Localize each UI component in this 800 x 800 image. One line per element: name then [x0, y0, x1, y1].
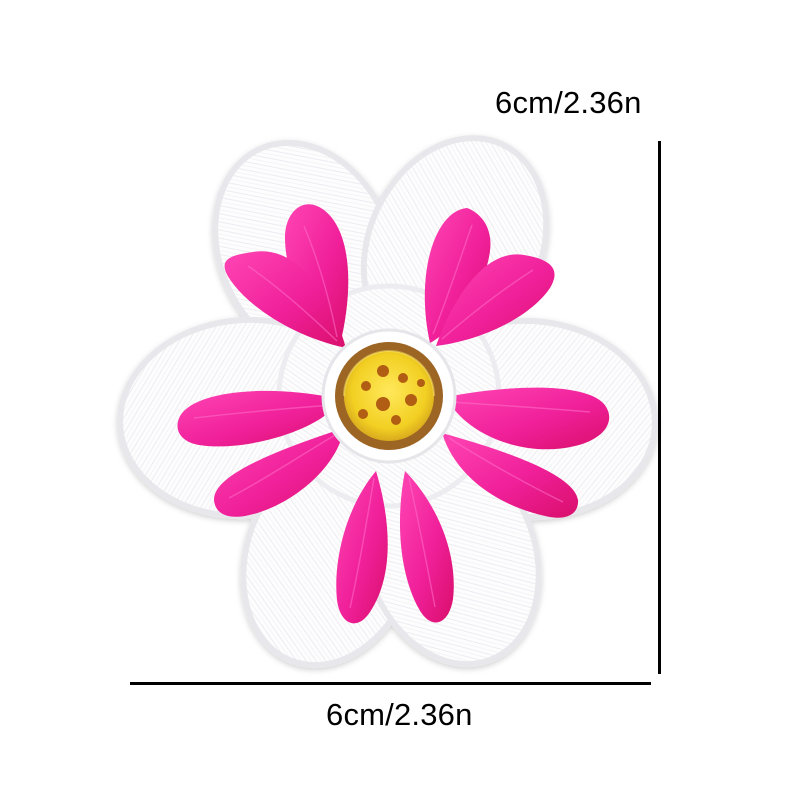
width-dimension-label: 6cm/2.36n — [326, 697, 473, 732]
flower-center — [321, 328, 457, 464]
petal-stitch-lines — [193, 224, 591, 609]
height-dimension-label: 6cm/2.36n — [495, 85, 642, 120]
width-dimension-line — [130, 682, 651, 685]
height-dimension-line — [658, 141, 661, 674]
